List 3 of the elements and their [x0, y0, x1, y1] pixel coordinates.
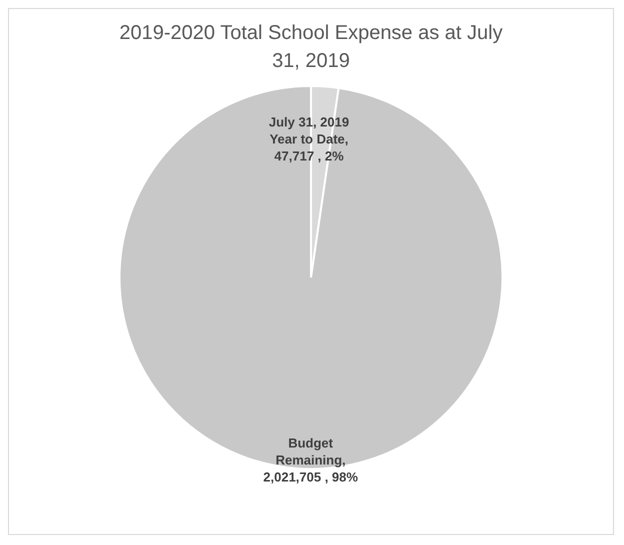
- slice-label: July 31, 2019 Year to Date, 47,717 , 2%: [268, 114, 350, 164]
- chart-title: 2019-2020 Total School Expense as at July 31, 2019: [118, 21, 504, 74]
- slice-label: Budget Remaining, 2,021,705 , 98%: [263, 435, 358, 484]
